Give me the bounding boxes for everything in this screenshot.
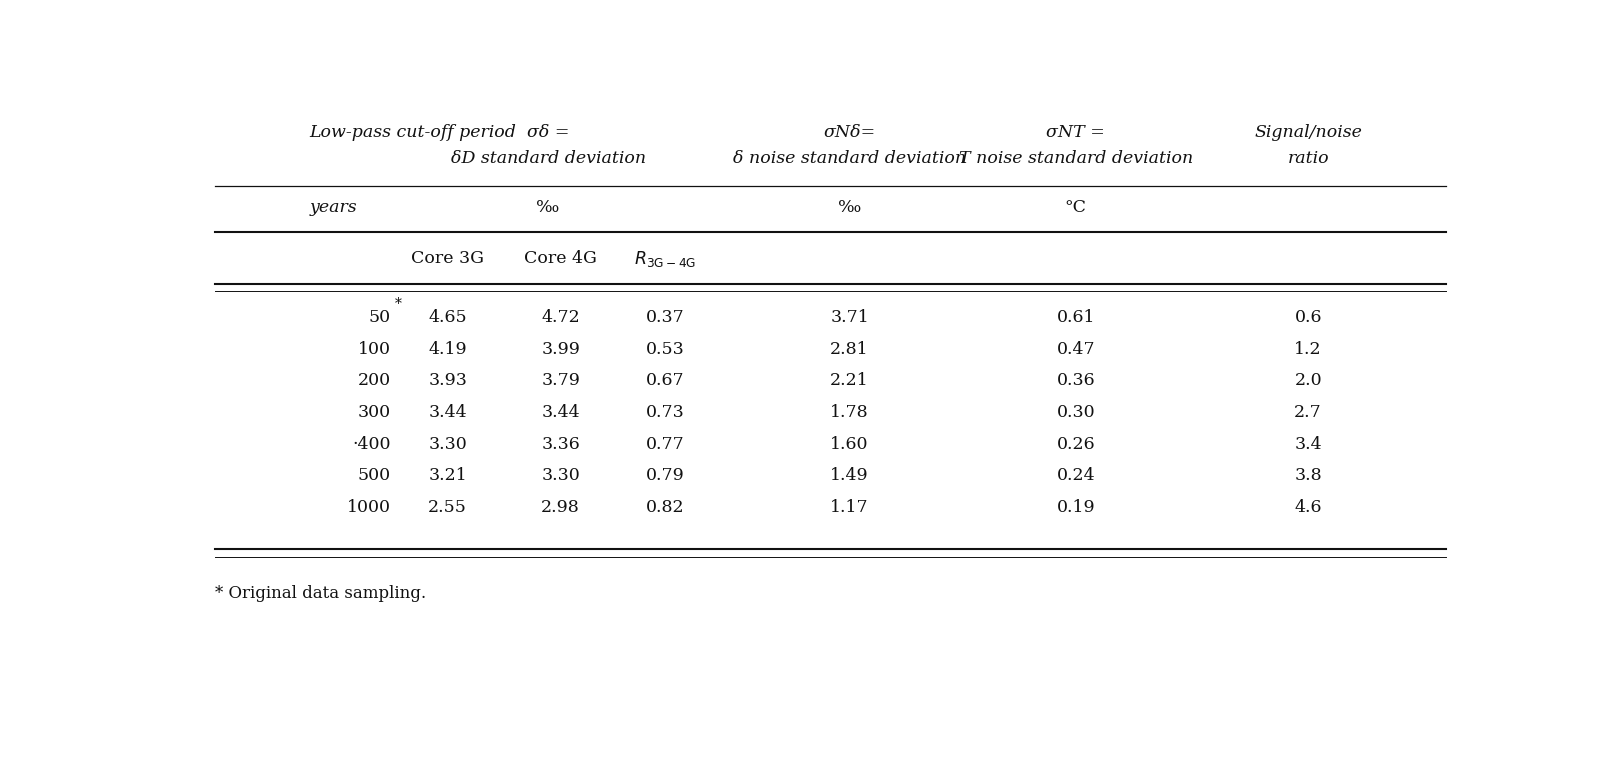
Text: 3.44: 3.44 [428,404,467,421]
Text: ratio: ratio [1287,150,1329,168]
Text: 100: 100 [358,341,391,357]
Text: 0.61: 0.61 [1057,309,1096,326]
Text: Core 4G: Core 4G [524,250,597,267]
Text: Core 3G: Core 3G [412,250,485,267]
Text: 0.73: 0.73 [645,404,684,421]
Text: 0.6: 0.6 [1295,309,1321,326]
Text: T noise standard deviation: T noise standard deviation [958,150,1193,168]
Text: 1.60: 1.60 [830,436,869,453]
Text: 0.24: 0.24 [1057,467,1096,485]
Text: Low-pass cut-off period: Low-pass cut-off period [310,124,515,141]
Text: $R_{\mathrm{3G-4G}}$: $R_{\mathrm{3G-4G}}$ [634,248,695,269]
Text: 1.78: 1.78 [830,404,869,421]
Text: 3.8: 3.8 [1294,467,1323,485]
Text: 500: 500 [358,467,391,485]
Text: 3.99: 3.99 [541,341,580,357]
Text: 3.4: 3.4 [1294,436,1323,453]
Text: 4.72: 4.72 [541,309,580,326]
Text: ‰: ‰ [838,199,861,216]
Text: 2.98: 2.98 [541,499,580,516]
Text: 0.67: 0.67 [645,372,684,389]
Text: 3.36: 3.36 [541,436,580,453]
Text: * Original data sampling.: * Original data sampling. [216,584,426,602]
Text: σNT =: σNT = [1047,124,1106,141]
Text: 200: 200 [358,372,391,389]
Text: 2.0: 2.0 [1294,372,1323,389]
Text: 300: 300 [358,404,391,421]
Text: 2.21: 2.21 [830,372,869,389]
Text: 3.71: 3.71 [830,309,869,326]
Text: 2.55: 2.55 [428,499,467,516]
Text: σδ =: σδ = [527,124,569,141]
Text: ·400: ·400 [352,436,391,453]
Text: 0.37: 0.37 [645,309,684,326]
Text: 2.81: 2.81 [830,341,869,357]
Text: σNδ=: σNδ= [823,124,875,141]
Text: 50: 50 [370,309,391,326]
Text: 1.49: 1.49 [830,467,869,485]
Text: 0.77: 0.77 [645,436,684,453]
Text: 0.36: 0.36 [1057,372,1096,389]
Text: 3.79: 3.79 [541,372,580,389]
Text: *: * [396,297,402,312]
Text: 3.21: 3.21 [428,467,467,485]
Text: 0.82: 0.82 [645,499,684,516]
Text: 0.19: 0.19 [1057,499,1096,516]
Text: 3.30: 3.30 [428,436,467,453]
Text: 0.53: 0.53 [645,341,684,357]
Text: years: years [310,199,357,216]
Text: 0.79: 0.79 [645,467,684,485]
Text: 4.65: 4.65 [428,309,467,326]
Text: δD standard deviation: δD standard deviation [451,150,645,168]
Text: 1.2: 1.2 [1294,341,1323,357]
Text: Signal/noise: Signal/noise [1255,124,1362,141]
Text: δ noise standard deviation: δ noise standard deviation [733,150,966,168]
Text: 1000: 1000 [347,499,391,516]
Text: 4.6: 4.6 [1295,499,1321,516]
Text: °C: °C [1065,199,1086,216]
Text: 0.26: 0.26 [1057,436,1096,453]
Text: 3.93: 3.93 [428,372,467,389]
Text: 2.7: 2.7 [1294,404,1323,421]
Text: 3.44: 3.44 [541,404,580,421]
Text: 0.47: 0.47 [1057,341,1096,357]
Text: 1.17: 1.17 [830,499,869,516]
Text: 0.30: 0.30 [1057,404,1096,421]
Text: 3.30: 3.30 [541,467,580,485]
Text: 4.19: 4.19 [428,341,467,357]
Text: ‰: ‰ [537,199,559,216]
